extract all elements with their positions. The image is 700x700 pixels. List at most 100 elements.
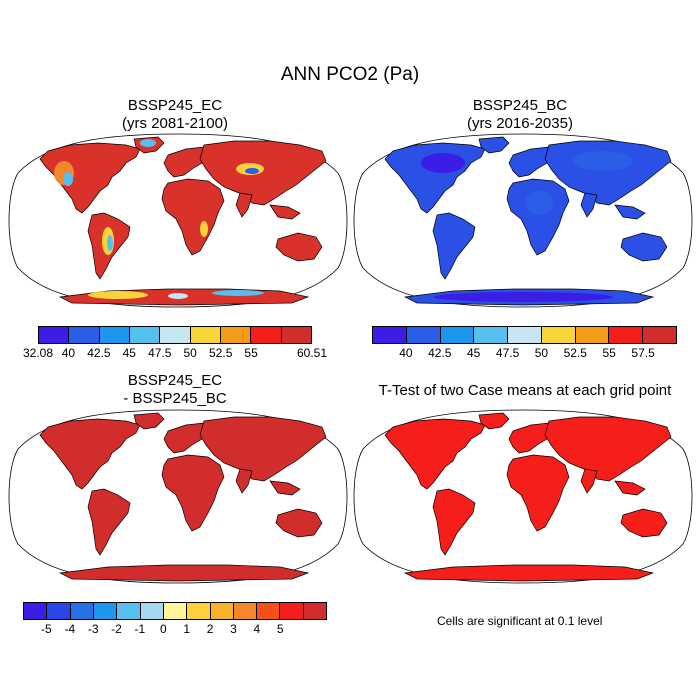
colorbar-swatch [251, 327, 282, 343]
colorbar-tick-label: 47.5 [495, 346, 520, 360]
colorbar-swatch [99, 327, 130, 343]
colorbar-tick-label: 60.51 [296, 346, 328, 360]
colorbar-tick-label: 5 [276, 622, 284, 636]
landmass-india [235, 468, 253, 494]
colorbar-tick-label: 42.5 [428, 346, 452, 360]
highlight-patch [573, 151, 633, 171]
colorbar-swatch [541, 327, 576, 343]
landmass-greenland [478, 412, 510, 430]
landmass-australia [275, 508, 323, 538]
colorbar-swatch [220, 327, 252, 343]
colorbar-tick-label: 45 [122, 346, 136, 360]
colorbar-tick-label: 32.08 [22, 346, 54, 360]
landmass-se-asia [614, 204, 646, 220]
colorbar-swatch [160, 327, 191, 343]
colorbar-tick-label: 47.5 [148, 346, 172, 360]
colorbar-tick-label: 42.5 [87, 346, 111, 360]
landmass-europe [508, 422, 554, 454]
colorbar-swatch [373, 327, 407, 343]
landmass-se-asia [269, 204, 301, 220]
colorbar-tick-label: 50 [534, 346, 549, 360]
colorbar-swatch [233, 603, 258, 619]
landmass-africa [161, 178, 225, 256]
highlight-patch [107, 235, 113, 251]
colorbar-tick-label: -1 [134, 622, 146, 636]
colorbar-tick-label: 45 [467, 346, 481, 360]
colorbar-tick-label: 3 [230, 622, 237, 636]
landmass-se-asia [269, 480, 301, 496]
panel-title-diff: BSSP245_EC - BSSP245_BC [55, 372, 295, 408]
colorbar-swatch [117, 603, 141, 619]
colorbar-tick-label: -2 [111, 622, 122, 636]
landmass-asia [199, 416, 327, 482]
colorbar-tick-label: 55 [244, 346, 258, 360]
highlight-patch [88, 291, 148, 299]
colorbar-swatch [69, 327, 100, 343]
highlight-patch [200, 221, 208, 237]
colorbar-tick-label: 40 [61, 346, 76, 360]
colorbar-swatch [474, 327, 509, 343]
colorbar-bc-labels: 40 42.5 45 47.5 50 52.5 55 57.5 [372, 346, 677, 362]
colorbar-ec-labels: 32.08 40 42.5 45 47.5 50 52.5 55 60.51 [23, 346, 327, 362]
highlight-patch [525, 191, 553, 215]
landmass-antarctica [58, 564, 310, 582]
map-panel-bc [353, 133, 693, 308]
colorbar-diff-labels: -5 -4 -3 -2 -1 0 1 2 3 4 5 [23, 622, 327, 638]
colorbar-swatch [406, 327, 441, 343]
landmass-se-asia [614, 480, 646, 496]
colorbar-tick-label: 4 [253, 622, 261, 636]
landmass-africa [506, 178, 570, 256]
colorbar-swatch [129, 327, 161, 343]
landmass-africa [506, 454, 570, 532]
colorbar-swatch [70, 603, 94, 619]
landmass-europe [163, 422, 209, 454]
colorbar-swatch [190, 327, 221, 343]
landmass-india [235, 192, 253, 218]
landmass-south-america [432, 488, 476, 556]
colorbar-ec [38, 326, 312, 344]
landmass-asia [199, 140, 327, 206]
panel-title-line1: BSSP245_EC [127, 372, 223, 389]
panel-title-line2: - BSSP245_BC [123, 390, 227, 407]
landmass-europe [508, 146, 554, 178]
colorbar-tick-label: 52.5 [209, 346, 233, 360]
colorbar-swatch [39, 327, 70, 343]
panel-title-line2: (yrs 2016-2035) [467, 115, 573, 132]
colorbar-swatch [508, 327, 542, 343]
landmass-europe [163, 146, 209, 178]
highlight-patch [168, 293, 188, 299]
highlight-patch [140, 139, 156, 147]
colorbar-tick-label: -4 [64, 622, 76, 636]
panel-title-line1: BSSP245_BC [472, 97, 568, 114]
colorbar-swatch [643, 327, 677, 343]
landmass-south-america [432, 212, 476, 280]
colorbar-tick-label: 1 [183, 622, 191, 636]
colorbar-swatch [93, 603, 118, 619]
colorbar-tick-label: -3 [87, 622, 99, 636]
colorbar-tick-label: 50 [183, 346, 197, 360]
colorbar-tick-label: 57.5 [631, 346, 655, 360]
landmass-north-america [39, 418, 141, 490]
colorbar-tick-label: 40 [399, 346, 413, 360]
colorbar-tick-label: 55 [602, 346, 616, 360]
colorbar-swatch [163, 603, 188, 619]
panel-title-line1: T-Test of two Case means at each grid po… [378, 382, 672, 399]
landmass-south-america [87, 488, 131, 556]
colorbar-swatch [187, 603, 211, 619]
colorbar-swatch [303, 603, 327, 619]
significance-note: Cells are significant at 0.1 level [437, 614, 603, 628]
colorbar-swatch [24, 603, 48, 619]
map-panel-ec [8, 133, 348, 308]
colorbar-swatch [140, 603, 164, 619]
colorbar-tick-label: 2 [206, 622, 214, 636]
colorbar-swatch [440, 327, 475, 343]
colorbar-tick-label: -5 [41, 622, 52, 636]
panel-title-bc: BSSP245_BC (yrs 2016-2035) [400, 97, 640, 133]
colorbar-swatch [280, 603, 304, 619]
colorbar-swatch [575, 327, 610, 343]
colorbar-tick-label: 52.5 [563, 346, 587, 360]
highlight-patch [245, 168, 259, 174]
panel-title-line1: BSSP245_EC [127, 97, 223, 114]
landmass-australia [275, 232, 323, 262]
landmass-antarctica [403, 564, 655, 582]
